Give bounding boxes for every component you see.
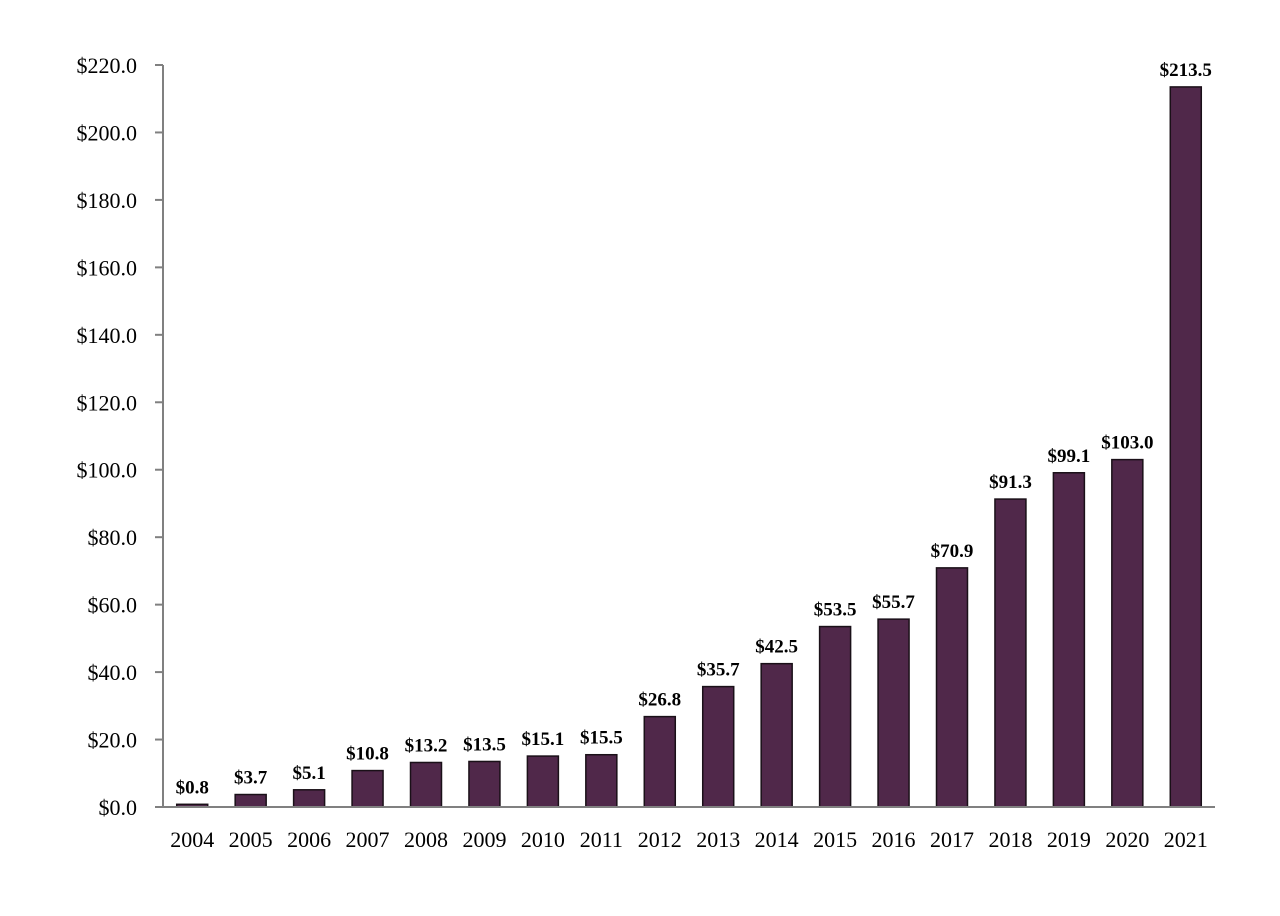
x-tick-label-2006: 2006 [287,827,331,852]
bars-group [175,86,1203,808]
x-tick-label-2020: 2020 [1105,827,1149,852]
x-tick-label-2010: 2010 [521,827,565,852]
data-label-2021: $213.5 [1160,60,1212,81]
x-tick-label-2019: 2019 [1047,827,1091,852]
data-label-2015: $53.5 [814,600,857,621]
x-tick-label-2012: 2012 [638,827,682,852]
x-tick-label-2011: 2011 [580,827,623,852]
data-label-2004: $0.8 [176,777,209,798]
data-label-2020: $103.0 [1101,433,1153,454]
data-label-2013: $35.7 [697,660,740,681]
x-tick-label-2009: 2009 [462,827,506,852]
bar-2020 [1111,458,1144,808]
bar-2014 [760,662,793,808]
x-tick-label-2015: 2015 [813,827,857,852]
x-tick-label-2008: 2008 [404,827,448,852]
y-tick-label: $220.0 [77,53,138,78]
bar-2015 [818,625,852,808]
data-label-2010: $15.1 [522,729,565,750]
y-tick-label: $0.0 [99,795,138,820]
x-tick-label-2007: 2007 [346,827,390,852]
x-tick-label-2014: 2014 [755,827,799,852]
x-tick-label-2004: 2004 [170,827,214,852]
y-axis: $0.0 $20.0 $40.0 $60.0 $80.0 $100.0 $120.0 $140… [77,53,164,820]
x-tick-label-2005: 2005 [229,827,273,852]
data-label-2014: $42.5 [755,637,798,658]
y-tick-label: $40.0 [88,660,138,685]
y-tick-label: $100.0 [77,458,138,483]
data-label-2017: $70.9 [931,541,974,562]
data-label-2005: $3.7 [234,768,268,789]
bar-2007 [351,769,384,808]
data-label-2019: $99.1 [1048,446,1091,467]
bar-2018 [994,498,1027,808]
data-label-2009: $13.5 [463,734,506,755]
y-tick-label: $60.0 [88,593,138,618]
data-label-2008: $13.2 [405,735,448,756]
bar-2010 [526,755,560,808]
bar-2011 [585,753,618,808]
bar-2009 [468,760,501,808]
data-label-2016: $55.7 [872,592,915,613]
bar-2017 [935,567,969,808]
y-tick-label: $80.0 [88,525,138,550]
bar-2005 [234,793,267,808]
bar-2006 [292,789,326,808]
y-tick-label: $180.0 [77,188,138,213]
data-labels-group: $0.8 $3.7 $5.1 $10.8 $13.2 $13.5 $15.1 $15.5 $26… [176,60,1212,798]
y-tick-label: $20.0 [88,728,138,753]
bar-2008 [409,761,443,808]
y-tick-label: $120.0 [77,390,138,415]
data-label-2006: $5.1 [292,763,325,784]
bar-2019 [1052,472,1086,808]
x-tick-label-2016: 2016 [872,827,916,852]
data-label-2007: $10.8 [346,744,389,765]
data-label-2012: $26.8 [638,690,681,711]
x-tick-label-2018: 2018 [988,827,1032,852]
bar-2021 [1169,86,1203,808]
x-axis: 2004 2005 2006 2007 2008 2009 2010 2011 2012 2013… [163,806,1215,852]
data-label-2018: $91.3 [989,472,1032,493]
y-tick-label: $160.0 [77,255,138,280]
bar-2013 [701,685,735,808]
y-tick-label: $200.0 [77,120,138,145]
bar-2012 [643,715,677,808]
data-label-2011: $15.5 [580,728,623,749]
x-tick-label-2021: 2021 [1164,827,1208,852]
bar-2016 [877,618,910,808]
x-tick-label-2013: 2013 [696,827,740,852]
x-tick-label-2017: 2017 [930,827,974,852]
y-tick-label: $140.0 [77,323,138,348]
